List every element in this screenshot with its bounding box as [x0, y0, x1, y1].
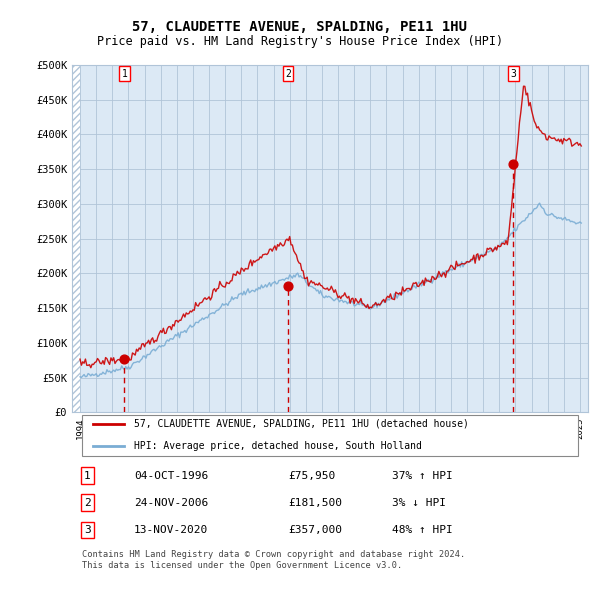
- Text: Contains HM Land Registry data © Crown copyright and database right 2024.
This d: Contains HM Land Registry data © Crown c…: [82, 550, 466, 570]
- Text: 57, CLAUDETTE AVENUE, SPALDING, PE11 1HU: 57, CLAUDETTE AVENUE, SPALDING, PE11 1HU: [133, 19, 467, 34]
- Text: 1: 1: [84, 471, 91, 480]
- Text: 3: 3: [84, 525, 91, 535]
- Text: 2: 2: [285, 68, 291, 78]
- Text: 3% ↓ HPI: 3% ↓ HPI: [392, 498, 446, 508]
- Text: 3: 3: [511, 68, 516, 78]
- Text: £75,950: £75,950: [289, 471, 336, 480]
- Text: £181,500: £181,500: [289, 498, 343, 508]
- Point: [283, 281, 293, 291]
- Text: 57, CLAUDETTE AVENUE, SPALDING, PE11 1HU (detached house): 57, CLAUDETTE AVENUE, SPALDING, PE11 1HU…: [134, 419, 469, 429]
- Text: 48% ↑ HPI: 48% ↑ HPI: [392, 525, 452, 535]
- Text: 24-NOV-2006: 24-NOV-2006: [134, 498, 208, 508]
- Point: [509, 159, 518, 169]
- Text: £357,000: £357,000: [289, 525, 343, 535]
- Text: 04-OCT-1996: 04-OCT-1996: [134, 471, 208, 480]
- FancyBboxPatch shape: [82, 415, 578, 456]
- Text: 37% ↑ HPI: 37% ↑ HPI: [392, 471, 452, 480]
- Text: Price paid vs. HM Land Registry's House Price Index (HPI): Price paid vs. HM Land Registry's House …: [97, 35, 503, 48]
- Text: 1: 1: [121, 68, 127, 78]
- Point: [119, 355, 129, 364]
- Text: 13-NOV-2020: 13-NOV-2020: [134, 525, 208, 535]
- Text: HPI: Average price, detached house, South Holland: HPI: Average price, detached house, Sout…: [134, 441, 422, 451]
- Text: 2: 2: [84, 498, 91, 508]
